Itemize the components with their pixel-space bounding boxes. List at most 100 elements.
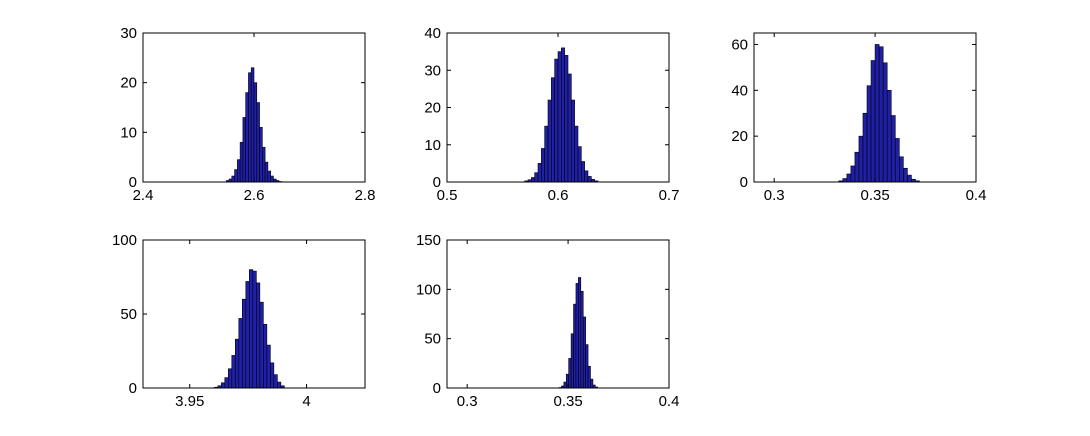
bar <box>531 177 535 183</box>
y-tick-label: 20 <box>424 100 441 117</box>
y-tick-label: 150 <box>416 232 441 249</box>
bar <box>894 138 900 183</box>
x-tick-label: 3.95 <box>175 393 204 410</box>
axes-frame <box>753 32 977 183</box>
bar <box>270 175 274 183</box>
y-tick-label: 0 <box>433 380 441 397</box>
bar <box>567 73 572 183</box>
bar <box>264 161 269 183</box>
bar <box>858 135 864 183</box>
bar <box>273 374 278 389</box>
x-tick-label: 2.6 <box>244 187 265 204</box>
bar <box>245 92 249 183</box>
bar <box>250 67 255 183</box>
x-tick-label: 0.4 <box>659 393 680 410</box>
y-tick-label: 40 <box>424 25 441 42</box>
bar <box>874 44 880 183</box>
y-tick-label: 10 <box>424 137 441 154</box>
x-tick-label: 4 <box>302 393 310 410</box>
bar <box>231 175 235 183</box>
bar <box>854 151 860 183</box>
bar <box>582 316 586 389</box>
bar <box>541 148 545 183</box>
x-tick-label: 0.7 <box>659 187 680 204</box>
bar <box>578 277 582 389</box>
y-tick-label: 60 <box>731 36 748 53</box>
bar <box>571 99 575 183</box>
bar <box>534 172 539 183</box>
x-tick-label: 0.5 <box>437 187 458 204</box>
bar <box>570 333 574 389</box>
bar <box>242 298 247 389</box>
x-tick-label: 0.6 <box>548 187 569 204</box>
bar <box>249 269 254 389</box>
bar <box>266 344 271 389</box>
bar <box>238 318 243 389</box>
bar <box>557 51 562 183</box>
axes-background <box>447 240 669 388</box>
bar <box>256 102 260 183</box>
bar <box>253 82 258 183</box>
bar <box>581 161 585 183</box>
bar <box>561 47 565 183</box>
bar <box>242 117 246 183</box>
bar <box>568 358 572 389</box>
y-tick-label: 0 <box>129 174 137 191</box>
bar <box>227 368 233 389</box>
bar <box>220 382 226 389</box>
y-tick-label: 100 <box>416 281 441 298</box>
x-tick-label: 0.35 <box>860 187 889 204</box>
bar <box>551 77 555 183</box>
y-tick-label: 10 <box>120 124 137 141</box>
bar <box>259 301 264 389</box>
bar <box>262 146 266 183</box>
y-tick-label: 100 <box>112 232 137 249</box>
bar <box>563 381 567 389</box>
bar <box>256 282 261 389</box>
bar <box>907 174 912 183</box>
bar <box>585 344 589 389</box>
bar <box>237 159 241 183</box>
axes-frame <box>446 239 670 389</box>
x-tick-label: 0.4 <box>966 187 987 204</box>
bar <box>231 355 236 389</box>
bar <box>234 169 238 183</box>
bar <box>886 90 892 183</box>
bar <box>580 291 584 389</box>
bar <box>903 167 908 183</box>
bar <box>277 381 282 389</box>
y-tick-label: 0 <box>740 174 748 191</box>
x-tick-label: 2.8 <box>355 187 376 204</box>
bar <box>584 170 589 183</box>
y-tick-label: 30 <box>120 25 137 42</box>
bar <box>224 377 229 389</box>
bar <box>882 62 888 183</box>
y-tick-label: 20 <box>120 75 137 92</box>
x-tick-label: 0.3 <box>457 393 478 410</box>
bar <box>890 115 896 183</box>
bar <box>270 362 275 389</box>
y-tick-label: 40 <box>731 82 748 99</box>
axes-frame <box>446 32 670 183</box>
bar <box>564 55 569 183</box>
x-tick-label: 2.4 <box>133 187 154 204</box>
bar <box>575 283 579 389</box>
bar <box>252 270 257 389</box>
bar <box>870 60 876 183</box>
bar <box>878 46 884 183</box>
bar <box>846 173 852 183</box>
bar <box>862 112 868 183</box>
bar <box>267 170 271 183</box>
x-tick-label: 0.3 <box>764 187 785 204</box>
x-tick-label: 0.35 <box>553 393 582 410</box>
y-tick-label: 30 <box>424 62 441 79</box>
bar <box>842 178 848 183</box>
y-tick-label: 50 <box>120 306 137 323</box>
y-tick-label: 50 <box>424 331 441 348</box>
axes-frame <box>142 239 366 389</box>
y-tick-label: 20 <box>731 128 748 145</box>
bar <box>577 146 582 183</box>
axes-frame <box>142 32 366 183</box>
bar <box>239 141 244 183</box>
